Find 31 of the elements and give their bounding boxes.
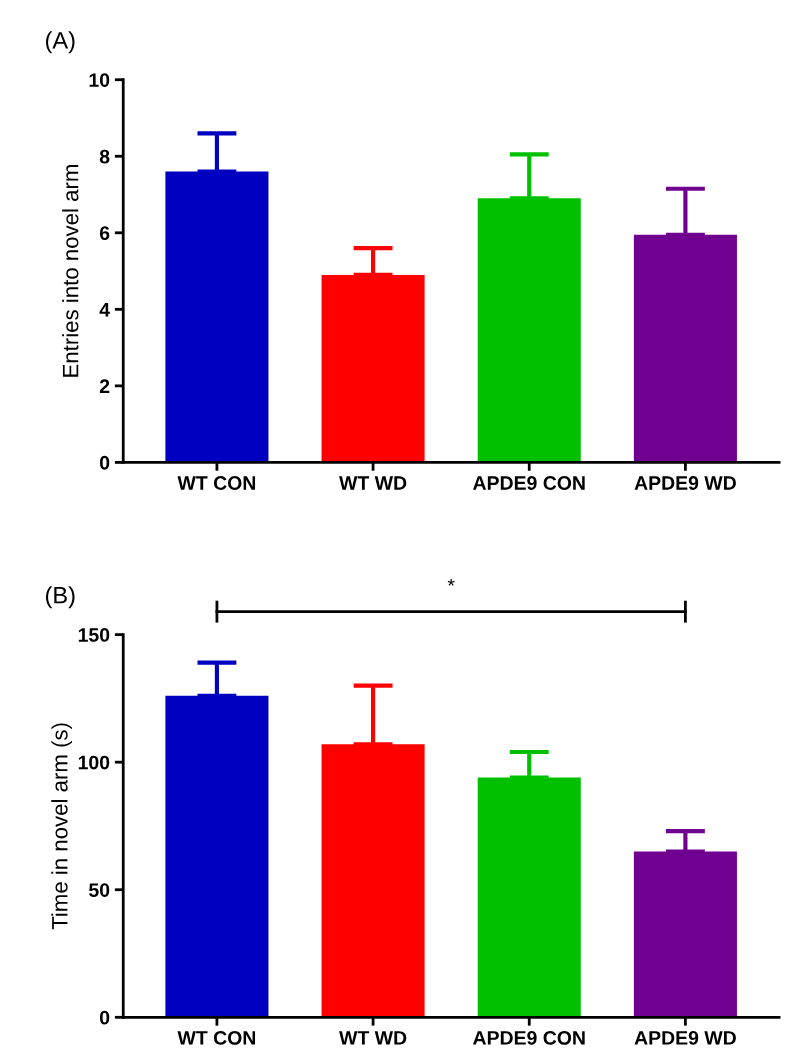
- y-tick-label: 6: [99, 226, 110, 241]
- bar: [477, 198, 581, 463]
- x-tick-label: APDE9 WD: [634, 1031, 736, 1045]
- y-tick-label: 50: [89, 883, 110, 897]
- y-tick-label: 2: [99, 379, 110, 393]
- x-tick-label: APDE9 CON: [473, 476, 585, 490]
- x-tick-label: WT CON: [177, 1031, 256, 1045]
- y-axis-title: Entries into novel arm: [62, 165, 79, 377]
- y-tick-label: 4: [99, 303, 110, 317]
- bar: [165, 695, 269, 1018]
- y-tick-label: 0: [99, 1010, 110, 1025]
- bar: [633, 234, 737, 463]
- y-tick-label: 0: [99, 455, 110, 470]
- bar: [321, 744, 425, 1018]
- bar: [633, 851, 737, 1018]
- x-tick-label: WT WD: [339, 1031, 407, 1045]
- y-tick-label: 150: [78, 628, 110, 642]
- x-tick-label: WT CON: [177, 476, 256, 490]
- text: *: [447, 578, 455, 586]
- chart-title: (B): [45, 586, 75, 609]
- bar: [165, 171, 269, 463]
- y-tick-label: 10: [89, 73, 110, 87]
- y-tick-label: 8: [99, 149, 110, 164]
- x-tick-label: WT WD: [339, 476, 407, 490]
- x-tick-label: APDE9 WD: [634, 476, 736, 490]
- y-axis-title: Time in novel arm (s): [51, 723, 73, 930]
- y-tick-label: 100: [78, 755, 110, 770]
- x-tick-label: APDE9 CON: [473, 1031, 585, 1045]
- bar: [321, 274, 425, 463]
- chart-title: (A): [45, 31, 75, 54]
- bar: [477, 777, 581, 1018]
